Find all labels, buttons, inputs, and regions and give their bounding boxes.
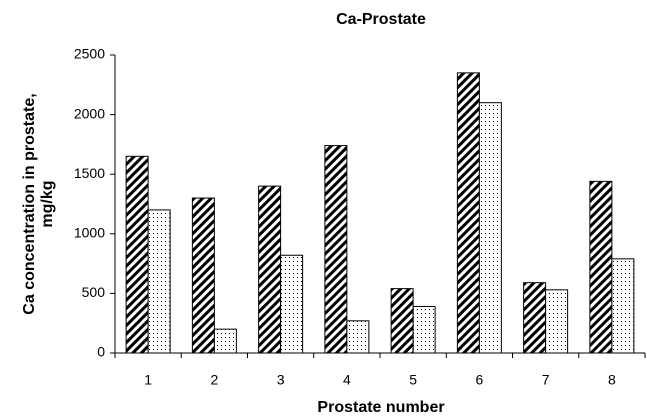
y-tick-label: 2500	[74, 46, 105, 62]
bar	[523, 282, 547, 354]
chart-title: Ca-Prostate	[336, 11, 426, 28]
bar	[456, 72, 480, 354]
x-tick-label: 7	[542, 372, 550, 388]
bar	[346, 320, 370, 354]
x-tick-label: 4	[343, 372, 351, 388]
x-tick-label: 6	[475, 372, 483, 388]
x-tick-label: 3	[277, 372, 285, 388]
bar	[191, 197, 215, 354]
bar	[478, 102, 502, 354]
bar	[545, 289, 569, 354]
bar	[213, 328, 237, 354]
x-tick-label: 8	[608, 372, 616, 388]
bar	[147, 209, 171, 354]
bar	[258, 185, 282, 354]
y-tick-label: 2000	[74, 105, 105, 121]
x-tick-label: 1	[144, 372, 152, 388]
x-axis-title: Prostate number	[317, 399, 444, 416]
y-tick-label: 500	[82, 284, 106, 300]
y-axis-title: mg/kg	[39, 180, 56, 227]
bar	[611, 258, 635, 354]
bar	[125, 155, 149, 354]
y-tick-label: 0	[97, 344, 105, 360]
bar	[280, 254, 304, 354]
y-tick-label: 1000	[74, 225, 105, 241]
bar	[324, 145, 348, 354]
y-axis-title: Ca concentration in prostate,	[21, 93, 38, 314]
y-tick-label: 1500	[74, 165, 105, 181]
x-tick-label: 5	[409, 372, 417, 388]
bar	[412, 306, 436, 354]
x-tick-label: 2	[210, 372, 218, 388]
bar	[390, 288, 414, 354]
bar	[589, 180, 613, 354]
